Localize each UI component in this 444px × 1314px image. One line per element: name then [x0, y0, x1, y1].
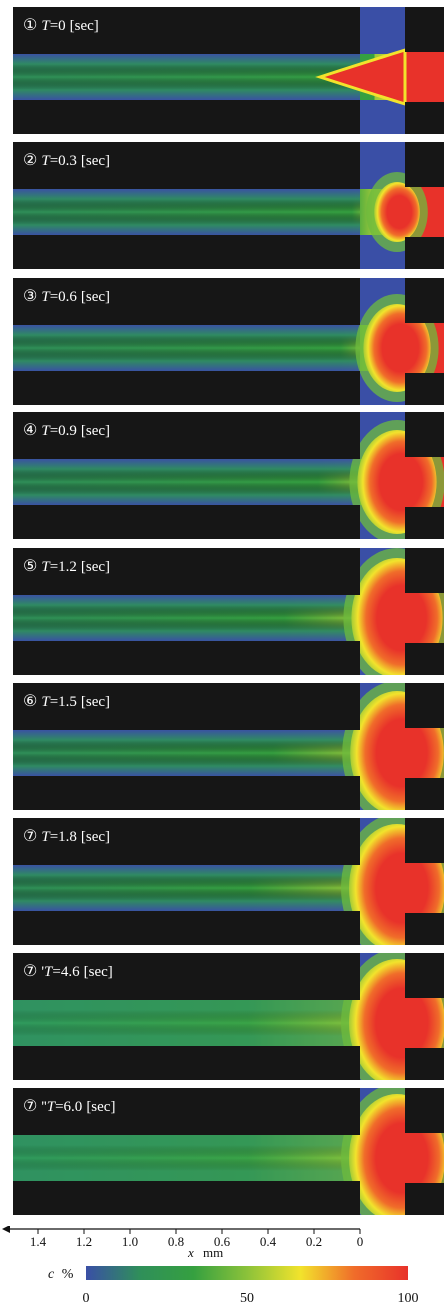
sim-panel-7: ⑦ T=1.8 [sec] — [13, 818, 444, 945]
panel-time-label: ⑦ ''T=6.0 [sec] — [23, 1098, 116, 1115]
outlet-channel — [405, 52, 444, 102]
x-axis: 1.4 1.2 1.0 0.8 0.6 0.4 0.2 0 x mm — [0, 1226, 444, 1262]
sim-panel-9: ⑦ ''T=6.0 [sec] — [13, 1088, 444, 1215]
panel-time-label: ① T=0 [sec] — [23, 17, 99, 34]
x-tick-label: 0.4 — [260, 1234, 277, 1249]
colorbar-tick-label: 0 — [83, 1291, 90, 1306]
x-tick-label: 1.4 — [30, 1234, 47, 1249]
panel-time-label: ② T=0.3 [sec] — [23, 152, 111, 169]
x-tick-label: 1.2 — [76, 1234, 92, 1249]
x-axis-ticks: 1.4 1.2 1.0 0.8 0.6 0.4 0.2 0 — [30, 1229, 363, 1249]
colorbar: c % 0 50 100 — [0, 1262, 444, 1309]
sim-panel-4: ④ T=0.9 [sec] — [13, 412, 444, 539]
x-axis-arrow-icon — [2, 1226, 10, 1233]
colorbar-tick-label: 100 — [398, 1291, 419, 1306]
panel-time-label: ⑥ T=1.5 [sec] — [23, 693, 111, 710]
x-tick-label: 1.0 — [122, 1234, 138, 1249]
sim-panel-3: ③ T=0.6 [sec] — [13, 278, 444, 405]
colorbar-label: c % — [48, 1267, 74, 1282]
panel-time-label: ⑦ T=1.8 [sec] — [23, 828, 111, 845]
panel-time-label: ④ T=0.9 [sec] — [23, 422, 111, 439]
x-tick-label: 0.2 — [306, 1234, 322, 1249]
panel-time-label: ③ T=0.6 [sec] — [23, 288, 111, 305]
colorbar-ticks: 0 50 100 — [83, 1291, 419, 1306]
x-tick-label: 0.8 — [168, 1234, 184, 1249]
plume — [315, 47, 407, 107]
panel-time-label: ⑦ 'T=4.6 [sec] — [23, 963, 113, 980]
x-axis-title: x mm — [187, 1245, 223, 1260]
simulation-panels: ① T=0 [sec] ② T=0.3 [sec] ③ T=0.6 [sec] ④ T=0.9 [se… — [13, 7, 444, 1215]
colorbar-gradient — [86, 1266, 408, 1280]
x-tick-label: 0 — [357, 1234, 364, 1249]
x-tick-label: 0.6 — [214, 1234, 231, 1249]
sim-panel-1: ① T=0 [sec] — [13, 7, 444, 134]
sim-panel-5: ⑤ T=1.2 [sec] — [13, 548, 444, 675]
sim-panel-8: ⑦ 'T=4.6 [sec] — [13, 953, 444, 1080]
panel-time-label: ⑤ T=1.2 [sec] — [23, 558, 111, 575]
colorbar-tick-label: 50 — [240, 1291, 254, 1306]
sim-panel-6: ⑥ T=1.5 [sec] — [13, 683, 444, 810]
sim-panel-2: ② T=0.3 [sec] — [13, 142, 444, 269]
